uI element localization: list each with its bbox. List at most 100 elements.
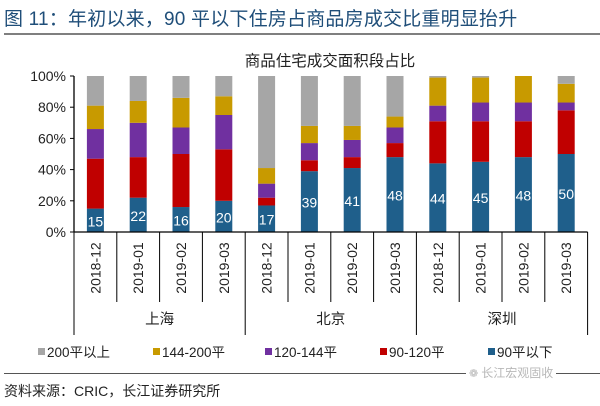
data-label: 44 [430, 191, 446, 207]
bar-segment-90平以下 [129, 197, 147, 232]
bar-stack-11: 50 [557, 76, 575, 232]
x-tick-label: 2019-02 [344, 242, 360, 294]
bar-stack-10: 48 [514, 76, 532, 232]
y-axis: 0% 20% 40% 60% 80% 100% [30, 68, 75, 240]
title-divider [4, 33, 600, 35]
data-label: 39 [302, 195, 318, 211]
legend-item: 120-144平 [265, 341, 337, 361]
watermark: ❁ 长江宏观固收 [466, 364, 557, 381]
bar-segment-120-144平 [172, 127, 190, 154]
bar-segment-90平以下 [429, 163, 447, 232]
chart-title: 商品住宅成交面积段占比 [245, 52, 416, 70]
bar-stack-1: 22 [129, 76, 147, 232]
data-label: 15 [88, 213, 104, 229]
group-label: 深圳 [488, 311, 517, 328]
bar-segment-200平以上 [129, 76, 147, 101]
bar-segment-144-200平 [429, 77, 447, 106]
x-tick-label: 2019-02 [515, 242, 531, 294]
bar-segment-120-144平 [429, 105, 447, 122]
bar-segment-120-144平 [86, 129, 104, 159]
bar-segment-90-120平 [129, 157, 147, 198]
bar-segment-90-120平 [386, 143, 404, 158]
bar-segment-90-120平 [300, 160, 318, 172]
bar-segment-90-120平 [429, 121, 447, 164]
figure-title: 图 11：年初以来，90 平以下住房占商品房成交比重明显抬升 [4, 9, 518, 30]
chart-legend: 200平以上 144-200平 120-144平 90-120平 90平以下 [38, 341, 598, 361]
bar-segment-90-120平 [215, 149, 233, 201]
bar-segment-200平以上 [429, 76, 447, 78]
bar-segment-144-200平 [557, 83, 575, 103]
bar-segment-90-120平 [343, 157, 361, 169]
bar-segment-90平以下 [386, 157, 404, 232]
bar-segment-144-200平 [514, 76, 532, 103]
x-tick-label: 2019-03 [558, 242, 574, 294]
y-tick-label: 60% [38, 130, 66, 146]
bar-segment-144-200平 [386, 116, 404, 128]
legend-swatch [38, 348, 45, 355]
bar-segment-90平以下 [300, 171, 318, 232]
y-tick-label: 40% [38, 162, 66, 178]
bars-layer: 15 22 16 20 17 39 41 48 44 45 48 50 [86, 76, 575, 232]
legend-swatch [265, 348, 272, 355]
bar-stack-0: 15 [86, 76, 104, 232]
legend-item: 90-120平 [380, 341, 445, 361]
x-tick-label: 2019-03 [216, 242, 232, 294]
bar-stack-3: 20 [215, 76, 233, 232]
bar-segment-120-144平 [386, 127, 404, 144]
bar-segment-120-144平 [300, 143, 318, 161]
y-tick-label: 0% [46, 224, 66, 240]
bar-segment-90-120平 [514, 121, 532, 158]
x-tick-label: 2019-01 [301, 242, 317, 294]
data-label: 16 [173, 213, 189, 229]
x-tick-label: 2019-03 [387, 242, 403, 294]
bar-segment-200平以上 [557, 76, 575, 84]
legend-swatch [380, 348, 387, 355]
data-label: 50 [558, 186, 574, 202]
bar-stack-8: 44 [429, 76, 447, 232]
group-label: 北京 [316, 311, 345, 328]
x-tick-label: 2019-01 [473, 242, 489, 294]
bar-segment-200平以上 [215, 76, 233, 97]
legend-label: 90平以下 [497, 345, 553, 360]
x-tick-label: 2018-12 [259, 242, 275, 294]
x-tick-label: 2018-12 [87, 242, 103, 294]
bar-segment-90-120平 [86, 158, 104, 209]
bar-segment-120-144平 [514, 102, 532, 122]
bar-segment-144-200平 [258, 168, 276, 184]
data-label: 41 [344, 193, 360, 209]
bar-segment-144-200平 [172, 97, 190, 128]
legend-label: 120-144平 [274, 345, 338, 360]
x-tick-label: 2019-02 [173, 242, 189, 294]
bar-stack-5: 39 [300, 76, 318, 232]
legend-item: 90平以下 [488, 341, 553, 361]
bar-segment-144-200平 [472, 77, 490, 103]
data-label: 20 [216, 209, 232, 225]
bar-segment-144-200平 [129, 100, 147, 123]
bar-stack-7: 48 [386, 76, 404, 232]
bar-segment-90-120平 [472, 121, 490, 162]
bar-segment-90平以下 [343, 168, 361, 232]
bar-segment-144-200平 [343, 125, 361, 140]
bar-segment-90-120平 [258, 197, 276, 206]
watermark-text: 长江宏观固收 [481, 366, 554, 380]
bar-segment-90-120平 [557, 110, 575, 154]
legend-swatch [153, 348, 160, 355]
data-label: 22 [130, 208, 146, 224]
data-label: 48 [516, 188, 532, 204]
bar-segment-200平以上 [172, 76, 190, 98]
wechat-icon: ❁ [469, 368, 479, 380]
bar-segment-200平以上 [86, 76, 104, 106]
legend-item: 200平以上 [38, 341, 110, 361]
x-axis: 2018-12 2019-01 2019-02 2019-03 2018-12 2019-… [73, 231, 589, 335]
bar-segment-144-200平 [300, 125, 318, 144]
bar-segment-90平以下 [86, 208, 104, 232]
bar-segment-200平以上 [300, 76, 318, 126]
y-tick-label: 20% [38, 193, 66, 209]
bar-segment-200平以上 [258, 76, 276, 169]
bar-segment-120-144平 [343, 139, 361, 158]
legend-label: 90-120平 [389, 345, 445, 360]
x-tick-label: 2019-01 [130, 242, 146, 294]
bar-segment-90平以下 [557, 154, 575, 232]
bar-segment-90平以下 [172, 207, 190, 232]
legend-label: 144-200平 [162, 345, 226, 360]
